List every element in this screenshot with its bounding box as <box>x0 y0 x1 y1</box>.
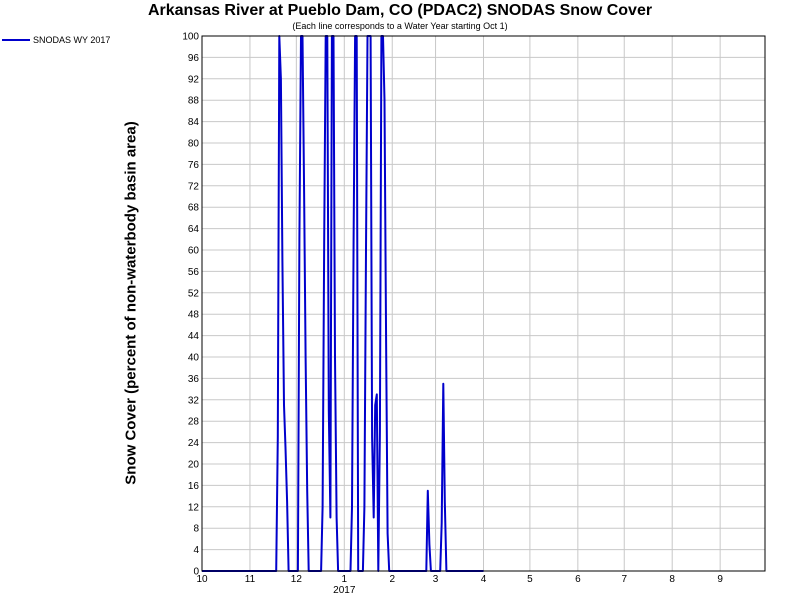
chart-legend: SNODAS WY 2017 <box>2 35 110 45</box>
y-tick-label: 76 <box>188 160 200 171</box>
y-tick-label: 100 <box>182 32 199 43</box>
y-tick-label: 64 <box>188 224 200 235</box>
legend-swatch <box>2 39 30 41</box>
y-tick-label: 8 <box>193 524 199 535</box>
x-tick-label: 12 <box>291 574 303 585</box>
x-tick-label: 5 <box>527 574 533 585</box>
y-tick-label: 40 <box>188 353 200 364</box>
x-tick-label: 7 <box>621 574 627 585</box>
y-tick-label: 80 <box>188 139 200 150</box>
x-tick-label: 2 <box>389 574 395 585</box>
y-tick-label: 32 <box>188 395 200 406</box>
y-tick-label: 88 <box>188 96 200 107</box>
x-tick-label: 1 <box>342 574 348 585</box>
y-tick-label: 44 <box>188 331 200 342</box>
x-tick-label: 11 <box>245 574 256 585</box>
y-tick-label: 12 <box>188 502 200 513</box>
chart-subtitle: (Each line corresponds to a Water Year s… <box>292 21 508 31</box>
y-tick-label: 72 <box>188 181 200 192</box>
x-tick-label: 9 <box>717 574 723 585</box>
y-tick-label: 20 <box>188 460 200 471</box>
y-tick-labels: 0481216202428323640444852566064687276808… <box>182 32 199 578</box>
y-tick-label: 68 <box>188 203 200 214</box>
y-tick-label: 56 <box>188 267 200 278</box>
y-tick-label: 4 <box>193 545 199 556</box>
x-year-label: 2017 <box>333 585 356 596</box>
y-tick-label: 0 <box>193 567 199 578</box>
x-tick-label: 6 <box>575 574 581 585</box>
y-tick-label: 60 <box>188 246 200 257</box>
series-layer <box>202 35 484 572</box>
x-tick-label: 8 <box>669 574 675 585</box>
x-tick-label: 4 <box>481 574 487 585</box>
x-tick-label: 3 <box>433 574 439 585</box>
legend-label: SNODAS WY 2017 <box>33 35 111 45</box>
y-tick-label: 92 <box>188 74 200 85</box>
grid <box>201 35 765 572</box>
plot-frame <box>201 35 766 572</box>
chart-title: Arkansas River at Pueblo Dam, CO (PDAC2)… <box>147 2 653 19</box>
y-tick-label: 48 <box>188 310 200 321</box>
y-tick-label: 16 <box>188 481 200 492</box>
x-tick-label: 10 <box>196 574 208 585</box>
y-tick-label: 28 <box>188 417 200 428</box>
y-tick-label: 24 <box>188 438 200 449</box>
y-tick-label: 84 <box>188 117 200 128</box>
y-tick-label: 52 <box>188 288 200 299</box>
series-line <box>202 35 484 572</box>
y-tick-label: 36 <box>188 374 200 385</box>
y-tick-label: 96 <box>188 53 200 64</box>
